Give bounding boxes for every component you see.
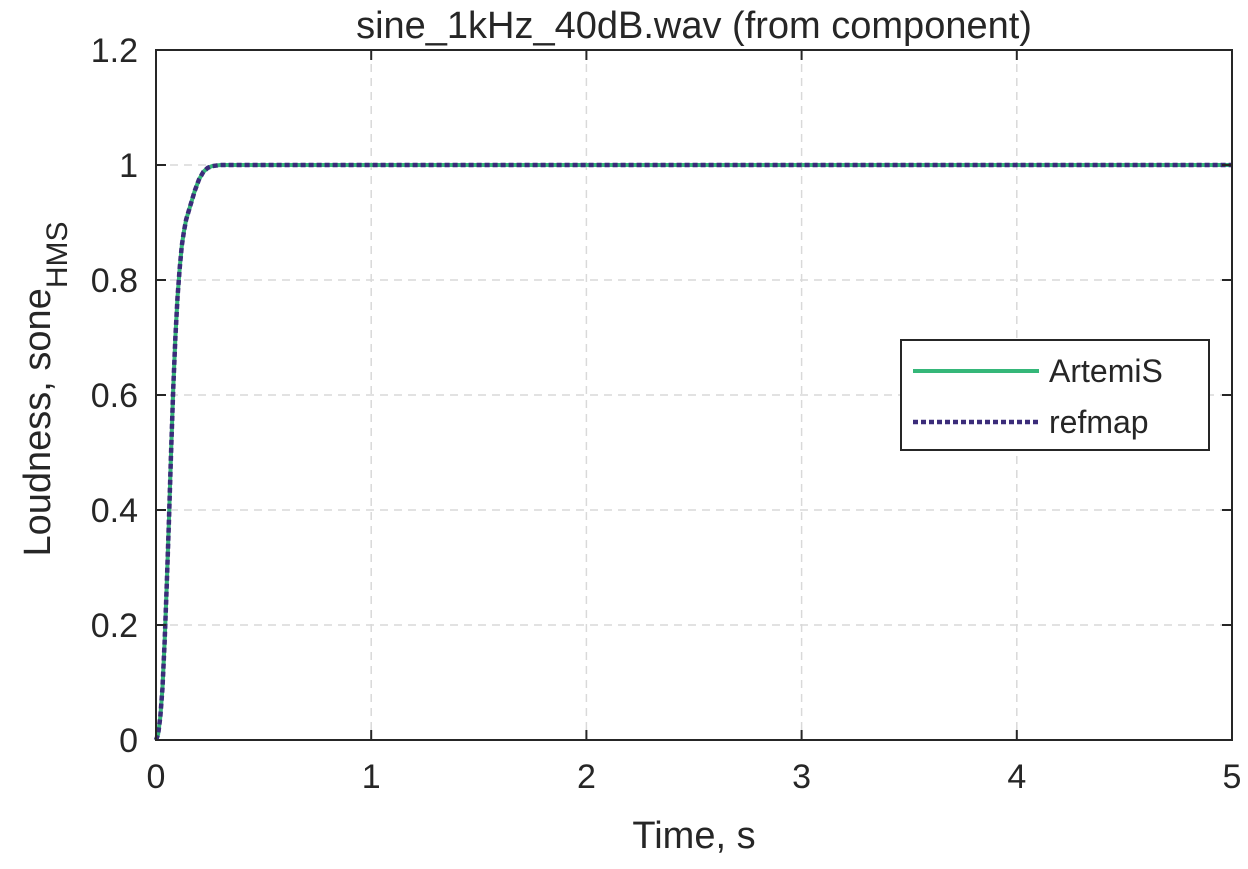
x-tick-label: 0: [147, 758, 166, 796]
y-tick-label: 0.4: [91, 492, 138, 530]
y-tick-label: 0.8: [91, 262, 138, 300]
axis-ticks: [155, 49, 1233, 741]
series-lines: [153, 162, 1232, 741]
x-axis-title: Time, s: [632, 815, 755, 857]
y-axis-title-main: Loudness, sone: [17, 288, 59, 556]
x-tick-label: 3: [792, 758, 811, 796]
legend: ArtemiS refmap: [900, 339, 1210, 451]
y-tick-label: 0.2: [91, 607, 138, 645]
x-tick-label: 5: [1223, 758, 1242, 796]
y-tick-label: 0.6: [91, 377, 138, 415]
y-axis-title: Loudness, soneHMS: [17, 222, 74, 557]
legend-label-artemis: ArtemiS: [1049, 353, 1163, 389]
chart-title: sine_1kHz_40dB.wav (from component): [356, 5, 1032, 47]
legend-label-refmap: refmap: [1049, 404, 1149, 440]
y-axis-title-subscript: HMS: [41, 222, 74, 289]
y-tick-label: 1: [119, 147, 138, 185]
x-tick-label: 2: [577, 758, 596, 796]
x-tick-label: 4: [1007, 758, 1026, 796]
legend-box: [900, 339, 1210, 451]
tick-labels: 0 1 2 3 4 5 0 0.2 0.4 0.6 0.8 1 1.2: [91, 32, 1242, 796]
series-line-refmap: [153, 162, 1232, 741]
y-tick-label: 1.2: [91, 32, 138, 70]
y-tick-label: 0: [119, 722, 138, 760]
x-tick-label: 1: [362, 758, 381, 796]
